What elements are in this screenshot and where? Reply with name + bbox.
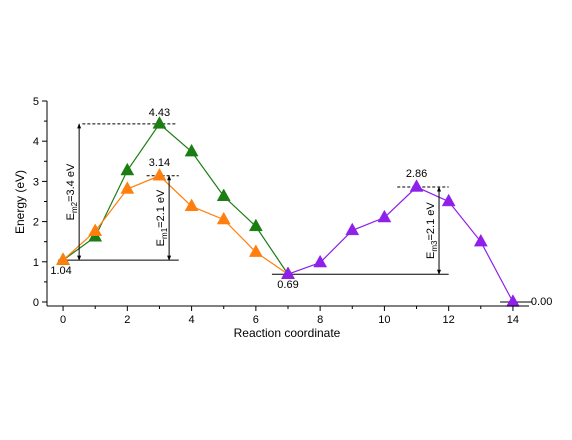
barrier-label-rest: =2.1 eV [425,202,437,241]
series-line-2 [287,186,514,303]
barrier-label-rest: =3.4 eV [65,163,77,202]
y-tick-label: 3 [33,176,39,188]
series-marker-0 [216,188,231,201]
barrier-label-main: E [425,252,437,259]
barrier-label-0: Em2=3.4 eV [65,163,79,220]
x-tick-label: 12 [443,314,455,326]
reference-lines [58,123,533,303]
barrier-label-main: E [155,239,167,246]
x-tick-label: 6 [253,314,259,326]
x-tick-label: 10 [378,314,390,326]
point-value-label: 1.04 [50,265,71,277]
series-marker-2 [409,179,424,192]
series-marker-2 [441,193,456,207]
barrier-label-sub: m2 [70,201,79,213]
x-tick-label: 0 [60,314,66,326]
barrier-label-sub: m1 [160,227,169,239]
series-marker-1 [216,211,231,225]
series-marker-1 [152,167,167,181]
series-marker-1 [88,223,103,236]
series-line-1 [62,175,289,275]
barrier-label-main: E [65,213,77,220]
y-tick-label: 0 [33,297,39,309]
series-line-0 [62,123,289,275]
series-marker-2 [313,254,328,268]
series-marker-2 [345,222,360,236]
x-tick-label: 8 [317,314,323,326]
series-marker-2 [377,209,392,223]
point-value-label: 0.00 [531,296,552,308]
series-marker-1 [120,181,135,194]
point-value-label: 3.14 [149,157,170,169]
series-marker-2 [473,233,488,247]
y-tick-label: 4 [33,136,39,148]
series-marker-2 [281,266,295,279]
y-axis-title: Energy (eV) [13,170,27,234]
series-layer [56,116,520,307]
barrier-label-2: Em3=2.1 eV [425,202,439,259]
series-marker-1 [248,244,263,257]
series-marker-0 [152,116,167,129]
series-marker-1 [184,198,199,212]
x-tick-label: 2 [124,314,130,326]
point-value-label: 4.43 [149,107,170,119]
y-tick-label: 5 [33,96,39,108]
barrier-label-rest: =2.1 eV [155,189,167,228]
x-tick-label: 14 [507,314,519,326]
series-marker-0 [248,218,263,232]
y-tick-label: 1 [33,257,39,269]
series-marker-0 [120,162,135,176]
barrier-label-sub: m3 [430,240,439,252]
point-value-label: 2.86 [406,168,427,180]
point-value-label: 0.69 [277,279,298,291]
barrier-label-1: Em1=2.1 eV [155,189,169,246]
y-tick-label: 2 [33,217,39,229]
x-axis-title: Reaction coordinate [234,326,341,340]
series-marker-1 [56,252,70,265]
series-marker-0 [184,143,199,157]
x-tick-label: 4 [189,314,195,326]
series-marker-2 [506,294,520,307]
